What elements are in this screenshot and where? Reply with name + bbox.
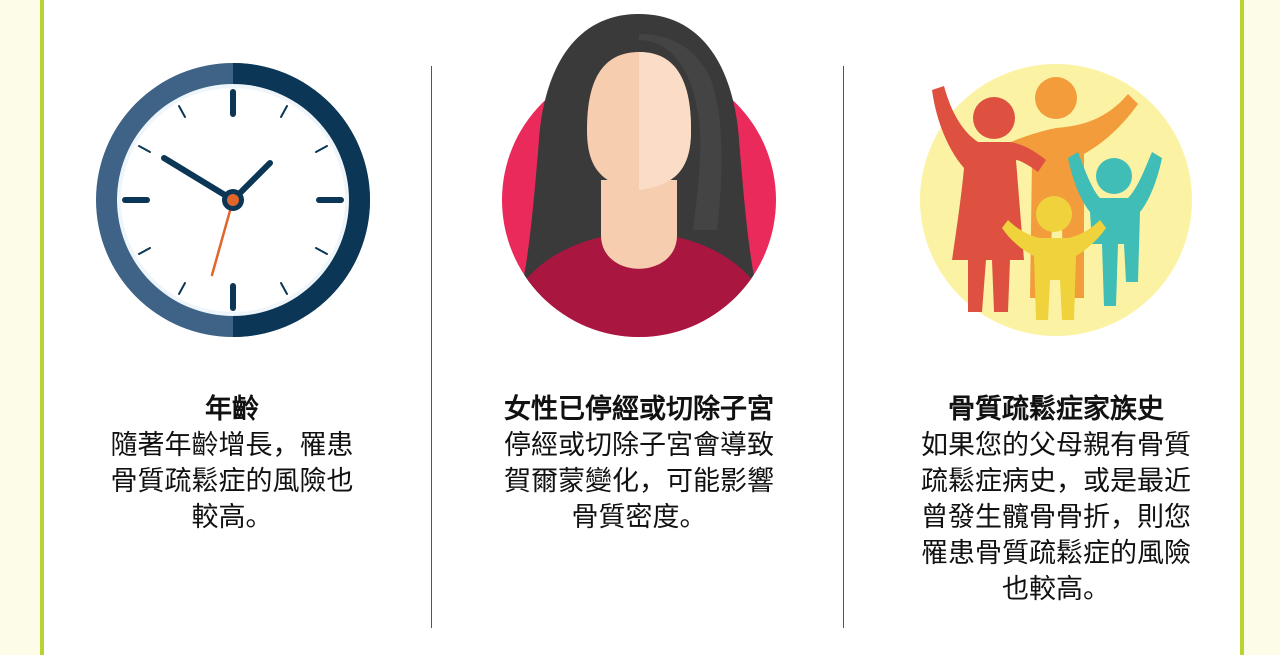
- menopause-text: 女性已停經或切除子宮 停經或切除子宮會導致 賀爾蒙變化，可能影響 骨質密度。: [443, 392, 835, 536]
- menopause-title: 女性已停經或切除子宮: [504, 394, 774, 425]
- woman-icon: [502, 14, 776, 337]
- age-title: 年齡: [205, 394, 259, 425]
- family-history-body-line: 罹患骨質疏鬆症的風險: [921, 538, 1191, 569]
- menopause-body-line: 停經或切除子宮會導致: [504, 430, 774, 461]
- age-body-line: 骨質疏鬆症的風險也: [110, 466, 354, 497]
- family-history-column: 骨質疏鬆症家族史 如果您的父母親有骨質 疏鬆症病史，或是最近 曾發生髖骨骨折，則…: [860, 0, 1252, 655]
- family-history-title: 骨質疏鬆症家族史: [948, 394, 1164, 425]
- menopause-column: 女性已停經或切除子宮 停經或切除子宮會導致 賀爾蒙變化，可能影響 骨質密度。: [443, 0, 835, 655]
- age-text: 年齡 隨著年齡增長，罹患 骨質疏鬆症的風險也 較高。: [36, 392, 428, 536]
- clock-icon: [96, 63, 370, 337]
- family-history-body-line: 疏鬆症病史，或是最近: [921, 466, 1191, 497]
- family-history-body-line: 如果您的父母親有骨質: [921, 430, 1191, 461]
- family-history-body-line: 曾發生髖骨骨折，則您: [921, 502, 1191, 533]
- family-history-text: 骨質疏鬆症家族史 如果您的父母親有骨質 疏鬆症病史，或是最近 曾發生髖骨骨折，則…: [860, 392, 1252, 608]
- age-column: 年齡 隨著年齡增長，罹患 骨質疏鬆症的風險也 較高。: [36, 0, 428, 655]
- age-body-line: 較高。: [191, 502, 273, 533]
- age-body-line: 隨著年齡增長，罹患: [110, 430, 354, 461]
- family-icon: [920, 64, 1192, 336]
- menopause-body-line: 賀爾蒙變化，可能影響: [504, 466, 774, 497]
- column-divider: [431, 66, 432, 628]
- column-divider: [843, 66, 844, 628]
- family-history-body-line: 也較高。: [1002, 574, 1110, 605]
- menopause-body-line: 骨質密度。: [571, 502, 707, 533]
